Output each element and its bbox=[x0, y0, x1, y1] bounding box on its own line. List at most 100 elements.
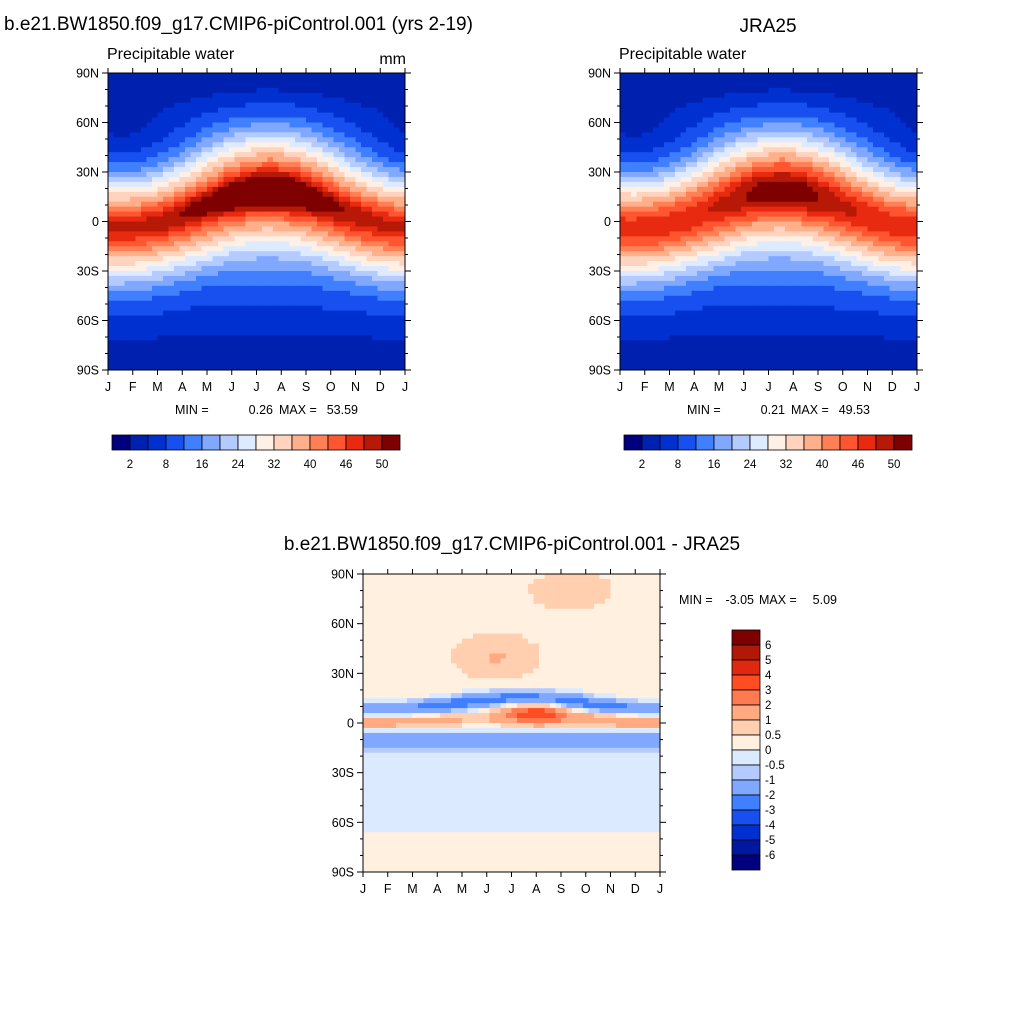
contour-cell bbox=[113, 132, 120, 138]
contour-cell bbox=[317, 172, 324, 178]
contour-cell bbox=[339, 320, 346, 327]
contour-cell bbox=[223, 102, 230, 109]
contour-cell bbox=[201, 172, 208, 178]
contour-cell bbox=[867, 152, 874, 158]
contour-cell bbox=[190, 345, 197, 351]
contour-cell bbox=[713, 137, 720, 143]
contour-cell bbox=[289, 112, 296, 119]
contour-cell bbox=[124, 167, 131, 173]
contour-cell bbox=[152, 310, 159, 317]
contour-cell bbox=[328, 167, 335, 173]
contour-cell bbox=[355, 290, 362, 297]
contour-cell bbox=[317, 300, 324, 307]
contour-cell bbox=[686, 181, 693, 188]
contour-cell bbox=[190, 147, 197, 153]
contour-cell bbox=[328, 201, 335, 208]
contour-cell bbox=[702, 172, 709, 178]
contour-cell bbox=[339, 330, 346, 336]
contour-cell bbox=[697, 206, 704, 213]
contour-cell bbox=[664, 191, 671, 198]
contour-cell bbox=[658, 157, 665, 163]
contour-cell bbox=[289, 226, 296, 232]
contour-cell bbox=[366, 97, 373, 104]
contour-cell bbox=[889, 162, 896, 168]
contour-cell bbox=[774, 102, 781, 109]
contour-cell bbox=[322, 196, 329, 203]
contour-cell bbox=[289, 221, 296, 228]
contour-cell bbox=[311, 186, 318, 193]
contour-cell bbox=[785, 201, 792, 208]
contour-cell bbox=[790, 92, 797, 99]
contour-cell bbox=[135, 310, 142, 317]
contour-cell bbox=[278, 216, 285, 223]
contour-cell bbox=[119, 320, 126, 327]
contour-cell bbox=[768, 167, 775, 173]
contour-cell bbox=[328, 280, 335, 287]
contour-cell bbox=[174, 127, 181, 133]
contour-cell bbox=[372, 102, 379, 109]
contour-cell bbox=[168, 73, 175, 79]
contour-cell bbox=[289, 157, 296, 163]
contour-cell bbox=[168, 280, 175, 287]
contour-cell bbox=[790, 172, 797, 178]
contour-cell bbox=[163, 196, 170, 203]
contour-cell bbox=[201, 102, 208, 109]
contour-cell bbox=[851, 132, 858, 138]
contour-cell bbox=[394, 132, 401, 138]
contour-cell bbox=[344, 360, 351, 366]
contour-cell bbox=[289, 206, 296, 213]
contour-cell bbox=[256, 92, 263, 99]
contour-cell bbox=[174, 256, 181, 262]
contour-cell bbox=[785, 137, 792, 143]
contour-cell bbox=[273, 117, 280, 124]
contour-cell bbox=[185, 186, 192, 193]
contour-cell bbox=[174, 102, 181, 109]
contour-cell bbox=[262, 256, 269, 262]
contour-cell bbox=[647, 122, 654, 129]
contour-cell bbox=[185, 315, 192, 322]
contour-cell bbox=[141, 355, 148, 361]
contour-cell bbox=[647, 82, 654, 89]
contour-cell bbox=[344, 157, 351, 163]
contour-cell bbox=[168, 320, 175, 327]
contour-cell bbox=[119, 147, 126, 153]
contour-cell bbox=[108, 236, 115, 242]
contour-cell bbox=[829, 167, 836, 173]
contour-cell bbox=[119, 285, 126, 292]
contour-cell bbox=[867, 181, 874, 188]
contour-cell bbox=[823, 102, 830, 109]
contour-cell bbox=[284, 221, 291, 228]
contour-cell bbox=[653, 167, 660, 173]
contour-cell bbox=[245, 246, 252, 252]
contour-cell bbox=[862, 73, 869, 79]
contour-cell bbox=[669, 147, 676, 153]
colorbar-swatch bbox=[309, 434, 329, 451]
contour-cell bbox=[741, 191, 748, 198]
contour-cell bbox=[196, 127, 203, 133]
contour-cell bbox=[388, 196, 395, 203]
contour-cell bbox=[625, 176, 632, 183]
contour-cell bbox=[212, 122, 219, 129]
contour-cell bbox=[113, 172, 120, 178]
contour-cell bbox=[355, 261, 362, 267]
contour-cell bbox=[322, 345, 329, 351]
contour-cell bbox=[141, 365, 148, 370]
contour-cell bbox=[388, 345, 395, 351]
contour-cell bbox=[878, 196, 885, 203]
contour-cell bbox=[377, 251, 384, 257]
contour-cell bbox=[273, 226, 280, 232]
contour-cell bbox=[152, 300, 159, 307]
contour-cell bbox=[146, 271, 153, 277]
contour-cell bbox=[735, 73, 742, 79]
contour-cell bbox=[790, 176, 797, 183]
contour-cell bbox=[900, 73, 907, 79]
contour-cell bbox=[168, 172, 175, 178]
contour-cell bbox=[377, 92, 384, 99]
contour-cell bbox=[388, 167, 395, 173]
contour-cell bbox=[278, 305, 285, 312]
contour-cell bbox=[245, 216, 252, 223]
contour-cell bbox=[322, 122, 329, 129]
contour-cell bbox=[664, 127, 671, 133]
contour-cell bbox=[377, 246, 384, 252]
contour-cell bbox=[818, 132, 825, 138]
